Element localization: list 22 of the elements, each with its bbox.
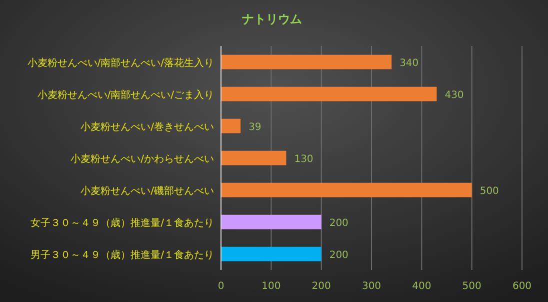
data-label: 130 [294, 154, 314, 165]
data-label: 500 [480, 186, 499, 197]
y-tick-label: 男子３０～４９（歳）推進量/１食あたり [30, 249, 214, 261]
y-tick-label: 小麦粉せんべい/南部せんべい/ごま入り [37, 89, 214, 101]
x-tick-label: 400 [412, 281, 432, 292]
y-tick-label: 小麦粉せんべい/南部せんべい/落花生入り [27, 57, 214, 69]
y-tick-label: 小麦粉せんべい/かわらせんべい [70, 153, 214, 165]
data-label: 200 [329, 250, 348, 261]
x-tick-label: 500 [462, 281, 482, 292]
y-tick-label: 小麦粉せんべい/巻きせんべい [80, 121, 214, 133]
x-tick-label: 200 [312, 281, 331, 292]
data-label: 430 [444, 90, 464, 101]
data-label: 340 [400, 58, 419, 69]
x-tick-label: 600 [512, 281, 532, 292]
chart-title: ナトリウム [242, 12, 302, 26]
y-tick-label: 女子３０～４９（歳）推進量/１食あたり [30, 217, 214, 229]
x-tick-label: 300 [362, 281, 382, 292]
data-label: 200 [329, 218, 348, 229]
y-tick-label: 小麦粉せんべい/磯部せんべい [80, 185, 214, 197]
x-tick-label: 0 [218, 281, 224, 292]
data-label: 39 [248, 122, 262, 133]
x-tick-label: 100 [262, 281, 281, 292]
